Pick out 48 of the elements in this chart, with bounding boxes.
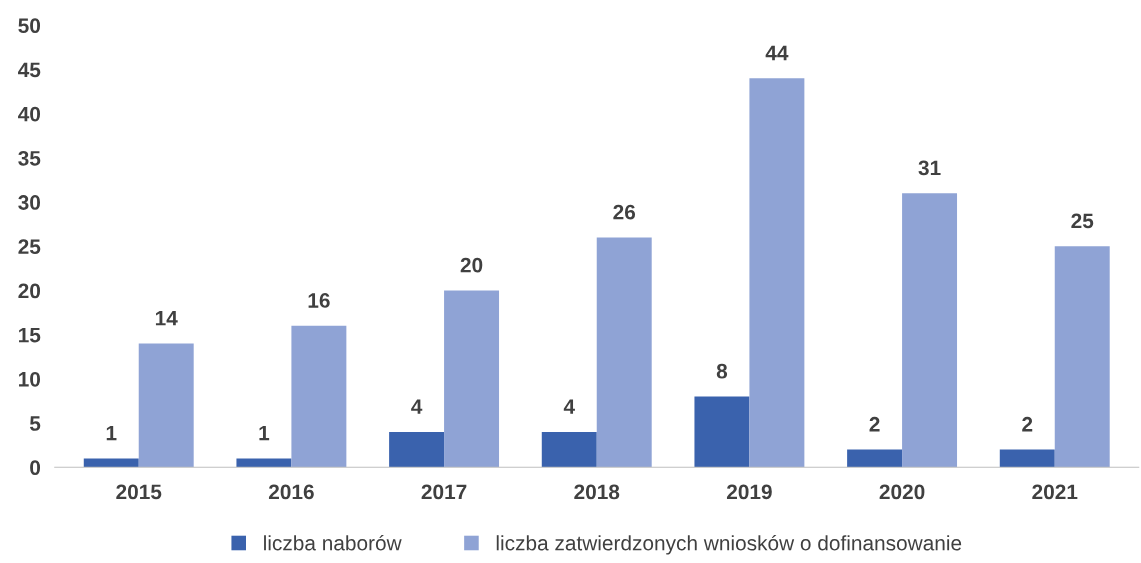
bar xyxy=(847,449,903,468)
data-label: 14 xyxy=(155,311,178,326)
x-tick-label: 2020 xyxy=(879,484,925,500)
y-tick-label: 50 xyxy=(18,18,41,34)
x-tick-label: 2016 xyxy=(268,484,314,500)
data-label: 1 xyxy=(106,425,117,441)
y-tick-label: 25 xyxy=(18,239,41,255)
legend-label: liczba naborów xyxy=(264,534,402,551)
bar xyxy=(902,193,958,468)
y-tick-label: 0 xyxy=(30,460,41,476)
x-tick-label: 2015 xyxy=(116,484,162,500)
y-tick-label: 20 xyxy=(18,283,41,299)
x-tick-label: 2018 xyxy=(574,484,620,500)
bar xyxy=(291,325,347,468)
x-tick-label: 2019 xyxy=(726,484,772,500)
bar xyxy=(138,343,194,468)
bar xyxy=(83,458,139,468)
data-label: 20 xyxy=(460,257,483,273)
bar xyxy=(444,290,500,468)
data-label: 44 xyxy=(765,45,789,61)
legend-label: liczba zatwierdzonych wniosków o dofinansowanie xyxy=(496,534,962,555)
x-tick-label: 2021 xyxy=(1032,484,1078,500)
bar xyxy=(694,396,750,468)
y-tick-label: 10 xyxy=(19,371,41,387)
bar xyxy=(749,78,805,468)
data-label: 2 xyxy=(1022,416,1033,432)
y-tick-label: 35 xyxy=(18,150,41,166)
bar xyxy=(596,237,652,468)
data-label: 26 xyxy=(613,204,636,220)
data-label: 16 xyxy=(308,293,330,308)
data-label: 4 xyxy=(411,399,423,414)
bar xyxy=(1054,246,1110,468)
bar xyxy=(389,431,445,468)
y-tick-label: 40 xyxy=(18,106,41,122)
data-label: 4 xyxy=(563,399,575,414)
data-label: 8 xyxy=(716,363,728,379)
bar xyxy=(541,431,597,468)
y-tick-label: 5 xyxy=(29,416,41,431)
data-label: 1 xyxy=(259,425,270,441)
bar xyxy=(236,458,292,468)
bar xyxy=(999,449,1055,468)
y-tick-label: 15 xyxy=(19,327,41,343)
data-label: 25 xyxy=(1071,213,1094,229)
y-tick-label: 45 xyxy=(18,62,41,78)
y-tick-label: 30 xyxy=(18,195,41,210)
data-label: 31 xyxy=(918,160,941,176)
data-label: 2 xyxy=(869,416,880,432)
x-tick-label: 2017 xyxy=(421,484,467,500)
